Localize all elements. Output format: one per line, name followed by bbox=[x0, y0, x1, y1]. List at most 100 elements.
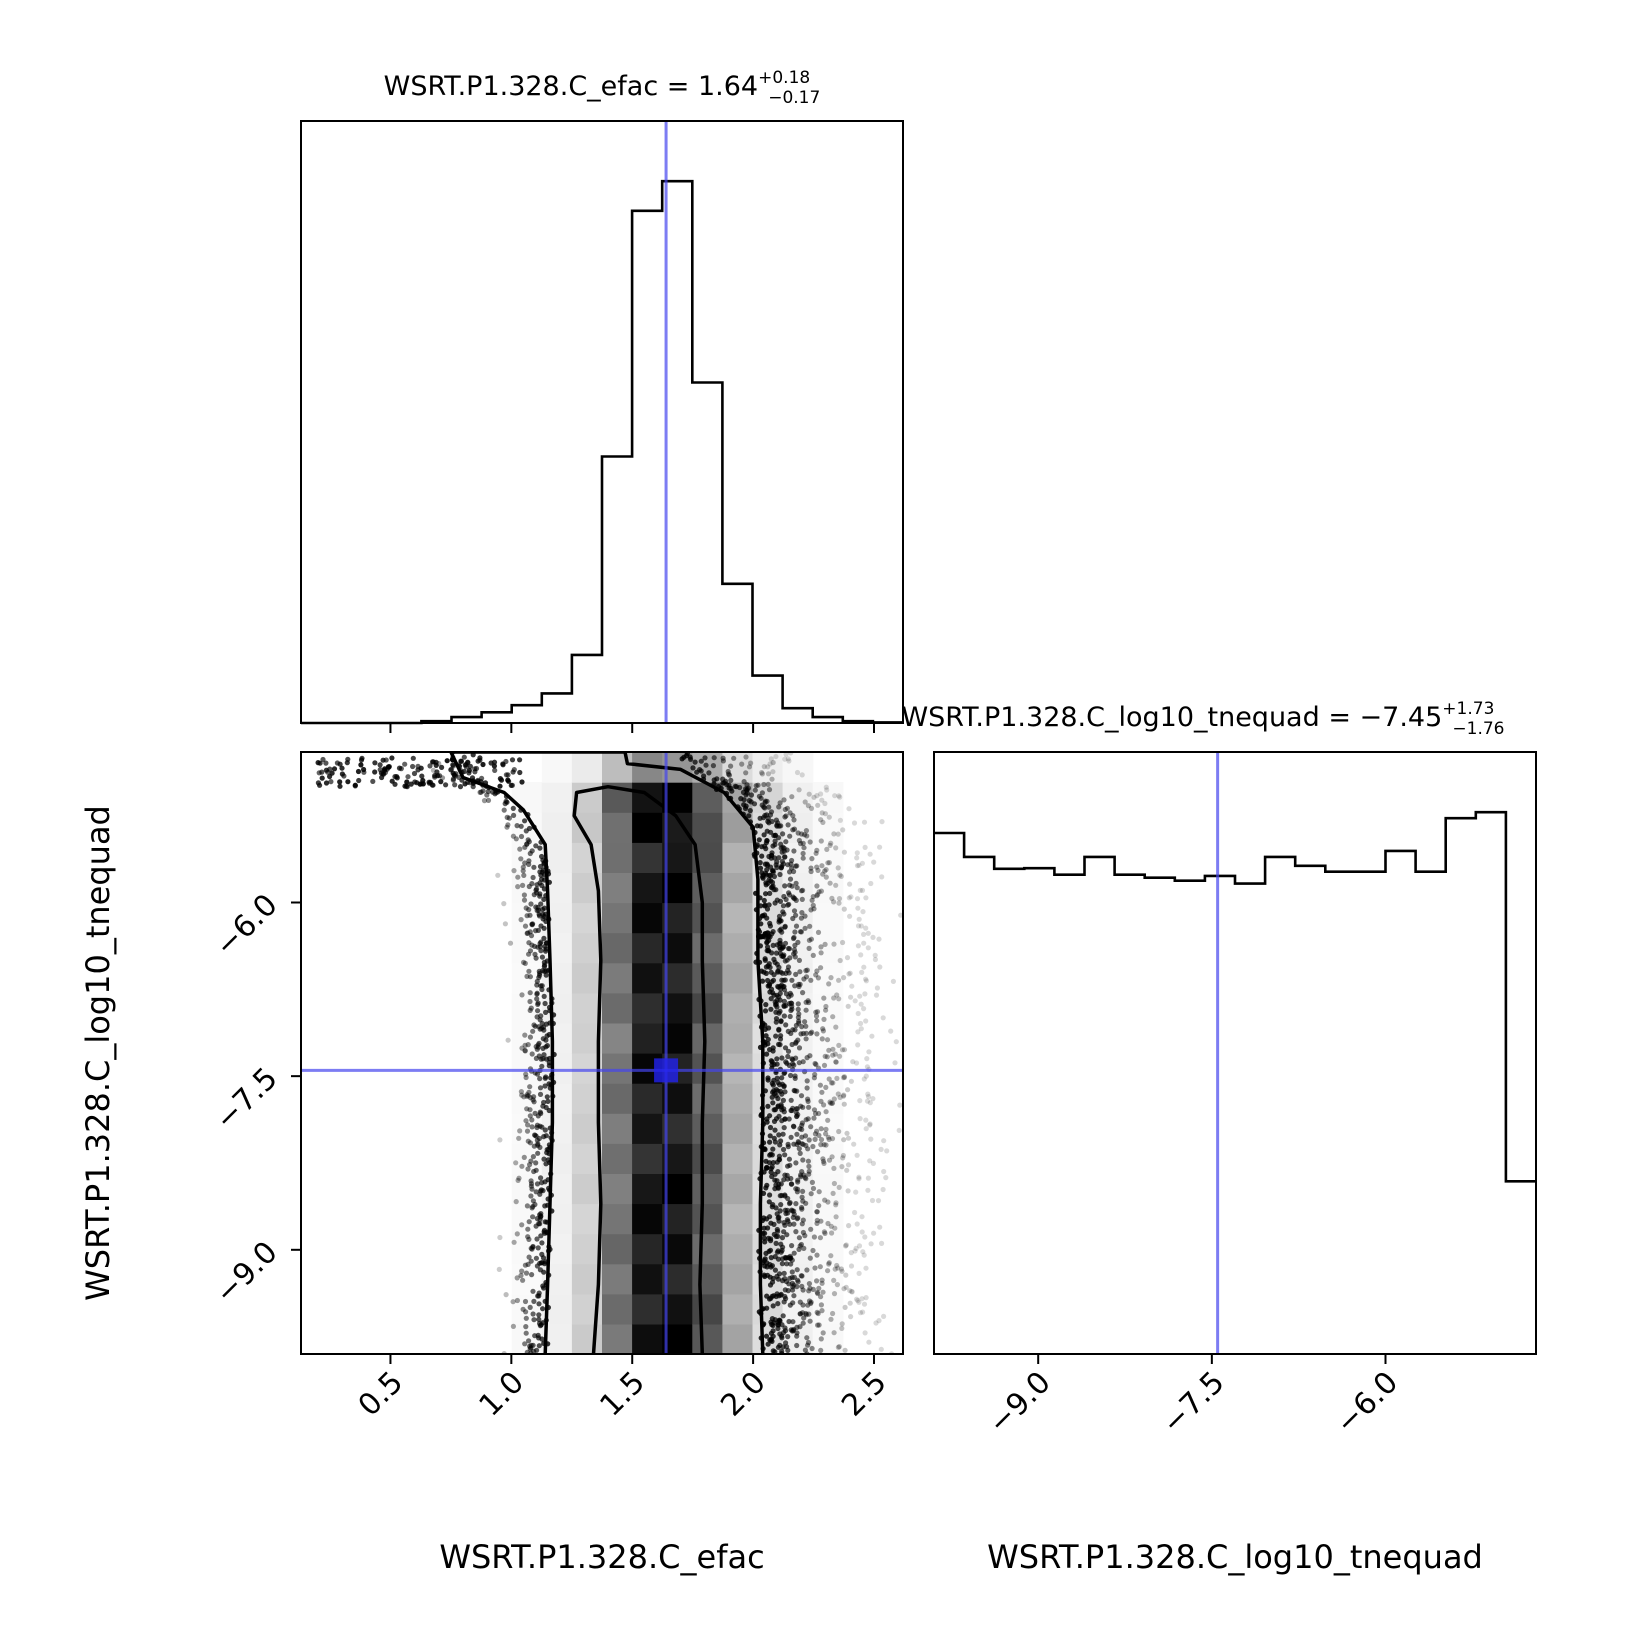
scatter-point bbox=[785, 902, 791, 908]
scatter-point bbox=[766, 853, 772, 860]
scatter-point bbox=[775, 1276, 782, 1282]
scatter-point bbox=[847, 881, 853, 887]
scatter-point bbox=[788, 1327, 794, 1333]
scatter-point bbox=[533, 1189, 539, 1195]
scatter-point bbox=[784, 805, 791, 811]
scatter-point bbox=[523, 1074, 529, 1081]
scatter-point bbox=[765, 1077, 771, 1083]
scatter-point bbox=[518, 917, 524, 923]
scatter-point bbox=[520, 868, 526, 874]
scatter-point bbox=[866, 1339, 872, 1345]
scatter-point bbox=[873, 1320, 879, 1326]
scatter-point bbox=[751, 801, 758, 807]
scatter-point bbox=[537, 845, 543, 851]
scatter-point bbox=[543, 948, 549, 954]
density-cell bbox=[752, 752, 784, 783]
scatter-point bbox=[785, 1144, 791, 1150]
scatter-point bbox=[337, 779, 343, 785]
scatter-point bbox=[825, 1117, 831, 1123]
scatter-point bbox=[793, 923, 800, 929]
scatter-point bbox=[836, 996, 842, 1002]
density-cell bbox=[571, 932, 603, 964]
scatter-point bbox=[803, 1200, 809, 1206]
scatter-point bbox=[808, 907, 814, 913]
scatter-point bbox=[793, 1160, 799, 1166]
scatter-point bbox=[337, 783, 343, 789]
scatter-point bbox=[831, 1291, 838, 1297]
scatter-point bbox=[762, 902, 768, 908]
density-cell bbox=[632, 932, 663, 964]
scatter-point bbox=[679, 756, 685, 762]
scatter-point bbox=[833, 1059, 839, 1065]
scatter-point bbox=[858, 1020, 864, 1027]
scatter-point bbox=[523, 1270, 530, 1276]
density-cell bbox=[602, 932, 633, 964]
scatter-point bbox=[774, 1056, 780, 1062]
scatter-point bbox=[803, 968, 809, 974]
scatter-points bbox=[315, 752, 903, 1354]
scatter-point bbox=[833, 882, 839, 888]
scatter-point bbox=[773, 1205, 779, 1211]
scatter-point bbox=[845, 1003, 851, 1009]
scatter-point bbox=[430, 759, 436, 765]
scatter-point bbox=[861, 964, 867, 970]
scatter-point bbox=[832, 793, 838, 799]
scatter-point bbox=[836, 1128, 842, 1135]
scatter-point bbox=[763, 1250, 769, 1256]
scatter-point bbox=[790, 935, 797, 942]
x-axis-label-tnequad: WSRT.P1.328.C_log10_tnequad bbox=[987, 1538, 1483, 1576]
density-cell bbox=[511, 1173, 543, 1205]
scatter-point bbox=[861, 1006, 867, 1012]
scatter-point bbox=[823, 1084, 829, 1090]
density-cell bbox=[602, 1113, 633, 1144]
scatter-point bbox=[777, 1208, 783, 1214]
scatter-point bbox=[817, 1235, 824, 1241]
scatter-point bbox=[540, 911, 546, 918]
scatter-point bbox=[765, 1036, 771, 1043]
scatter-point bbox=[791, 908, 798, 914]
scatter-point bbox=[793, 1039, 799, 1045]
scatter-point bbox=[870, 1096, 876, 1102]
scatter-point bbox=[785, 1053, 791, 1060]
density-cell bbox=[692, 902, 723, 934]
scatter-point bbox=[513, 836, 519, 842]
scatter-point bbox=[787, 869, 793, 875]
scatter-point bbox=[767, 1133, 773, 1139]
scatter-point bbox=[767, 890, 773, 897]
scatter-point bbox=[527, 998, 533, 1005]
scatter-point bbox=[782, 1287, 788, 1293]
scatter-point bbox=[783, 896, 789, 903]
scatter-point bbox=[524, 1106, 530, 1112]
scatter-point bbox=[430, 782, 436, 788]
scatter-point bbox=[790, 1123, 797, 1129]
scatter-point bbox=[858, 1026, 864, 1032]
scatter-point bbox=[826, 1076, 832, 1082]
panel-hist-tnequad: −9.0 −7.5 −6.0 WSRT.P1.328.C_log10_tnequad… bbox=[901, 699, 1537, 1576]
scatter-point bbox=[537, 1017, 543, 1023]
contour-lines bbox=[449, 752, 765, 1354]
scatter-point bbox=[526, 968, 532, 974]
scatter-point bbox=[868, 1136, 874, 1142]
scatter-point bbox=[505, 822, 511, 828]
scatter-point bbox=[814, 883, 820, 889]
scatter-point bbox=[806, 791, 812, 797]
scatter-point bbox=[763, 1033, 769, 1039]
scatter-point bbox=[534, 1122, 541, 1128]
scatter-point bbox=[785, 1218, 791, 1224]
scatter-point bbox=[316, 770, 322, 776]
scatter-point bbox=[523, 1309, 529, 1315]
scatter-point bbox=[820, 871, 826, 877]
scatter-point bbox=[319, 775, 325, 781]
scatter-point bbox=[796, 1140, 802, 1146]
scatter-point bbox=[837, 872, 843, 878]
scatter-point bbox=[849, 1289, 855, 1295]
density-cell bbox=[812, 1263, 844, 1295]
density-cell bbox=[541, 1203, 573, 1235]
scatter-point bbox=[538, 948, 544, 954]
scatter-point bbox=[515, 874, 521, 880]
scatter-point bbox=[513, 1160, 519, 1166]
scatter-point bbox=[857, 1098, 863, 1104]
scatter-point bbox=[828, 1316, 834, 1322]
scatter-point bbox=[698, 768, 704, 774]
scatter-point bbox=[898, 912, 903, 918]
